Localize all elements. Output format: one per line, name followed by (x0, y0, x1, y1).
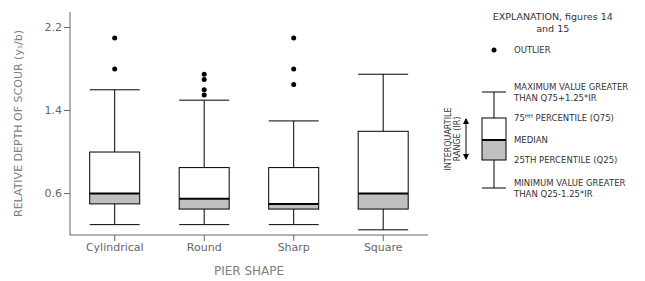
svg-text:Round: Round (187, 241, 222, 254)
svg-text:RELATIVE DEPTH OF SCOUR (yₛ/b): RELATIVE DEPTH OF SCOUR (yₛ/b) (12, 30, 25, 217)
svg-text:Sharp: Sharp (278, 241, 310, 254)
svg-text:Cylindrical: Cylindrical (86, 241, 144, 254)
svg-text:25TH PERCENTILE (Q25): 25TH PERCENTILE (Q25) (514, 155, 617, 165)
svg-text:0.6: 0.6 (45, 187, 63, 200)
svg-text:Square: Square (364, 241, 403, 254)
svg-text:INTERQUARTILE: INTERQUARTILE (444, 107, 453, 170)
svg-text:OUTLIER: OUTLIER (514, 45, 551, 55)
svg-text:PIER SHAPE: PIER SHAPE (214, 264, 284, 278)
svg-text:and 15: and 15 (536, 23, 569, 34)
svg-text:2.2: 2.2 (45, 21, 63, 34)
svg-text:THAN Q75+1.25*IR: THAN Q75+1.25*IR (513, 93, 597, 103)
svg-text:RANGE (IR): RANGE (IR) (453, 117, 462, 162)
svg-text:THAN Q25-1.25*IR: THAN Q25-1.25*IR (513, 189, 593, 199)
svg-text:MINIMUM VALUE GREATER: MINIMUM VALUE GREATER (514, 178, 626, 188)
svg-text:1.4: 1.4 (45, 104, 63, 117)
svg-text:MEDIAN: MEDIAN (514, 135, 548, 145)
svg-text:MAXIMUM VALUE GREATER: MAXIMUM VALUE GREATER (514, 82, 628, 92)
svg-text:75ᴴᴴ PERCENTILE (Q75): 75ᴴᴴ PERCENTILE (Q75) (514, 113, 614, 123)
svg-text:EXPLANATION, figures 14: EXPLANATION, figures 14 (493, 11, 613, 22)
